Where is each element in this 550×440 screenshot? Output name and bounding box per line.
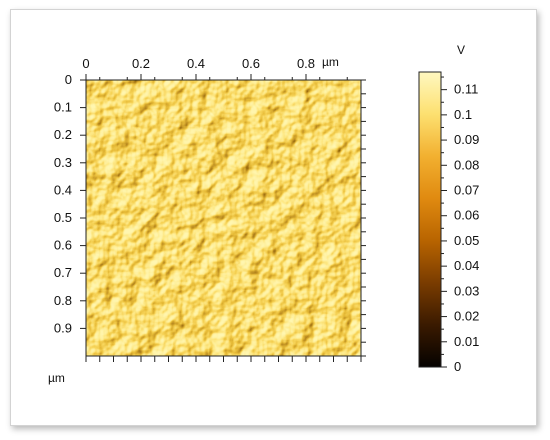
y-tick-label: 0.1 bbox=[54, 100, 72, 115]
colorbar-tick-label: 0.08 bbox=[454, 157, 479, 172]
x-tick-label: 0.2 bbox=[132, 56, 150, 71]
x-axis-ticks: 0 0.2 0.4 0.6 0.8 bbox=[82, 56, 362, 362]
colorbar-tick-label: 0.1 bbox=[454, 107, 472, 122]
colorbar-tick-label: 0.04 bbox=[454, 258, 479, 273]
colorbar-tick-label: 0.01 bbox=[454, 334, 479, 349]
colorbar-tick-label: 0.11 bbox=[454, 82, 478, 97]
x-axis-unit: µm bbox=[322, 55, 339, 69]
y-tick-label: 0.4 bbox=[54, 182, 72, 197]
x-tick-label: 0.8 bbox=[297, 56, 315, 71]
x-tick-label: 0.4 bbox=[187, 56, 205, 71]
colorbar-tick-label: 0.03 bbox=[454, 283, 479, 298]
colorbar bbox=[418, 71, 442, 368]
colorbar-ticks: 0 0.01 0.02 0.03 0.04 0.05 0.06 0.07 0.08 0.09 0.1… bbox=[441, 76, 479, 374]
y-axis-ticks: 0 0.1 0.2 0.3 0.4 0.5 0.6 0.7 0.8 0.9 bbox=[54, 72, 366, 357]
colorbar-tick-label: 0.07 bbox=[454, 183, 479, 198]
y-tick-label: 0.5 bbox=[54, 210, 72, 225]
y-tick-label: 0.6 bbox=[54, 238, 72, 253]
y-axis-unit: µm bbox=[48, 371, 65, 385]
afm-image bbox=[86, 80, 361, 356]
colorbar-tick-label: 0.05 bbox=[454, 233, 479, 248]
x-tick-label: 0.6 bbox=[242, 56, 260, 71]
y-tick-label: 0.3 bbox=[54, 155, 72, 170]
colorbar-tick-label: 0 bbox=[454, 359, 461, 374]
y-tick-label: 0.2 bbox=[54, 127, 72, 142]
y-tick-label: 0.7 bbox=[54, 265, 72, 280]
colorbar-unit: V bbox=[457, 43, 465, 57]
colorbar-tick-label: 0.02 bbox=[454, 309, 479, 324]
y-tick-label: 0.9 bbox=[54, 320, 72, 335]
y-tick-label: 0.8 bbox=[54, 293, 72, 308]
colorbar-tick-label: 0.06 bbox=[454, 208, 479, 223]
colorbar-tick-label: 0.09 bbox=[454, 132, 479, 147]
x-tick-label: 0 bbox=[82, 56, 89, 71]
y-tick-label: 0 bbox=[65, 72, 72, 87]
